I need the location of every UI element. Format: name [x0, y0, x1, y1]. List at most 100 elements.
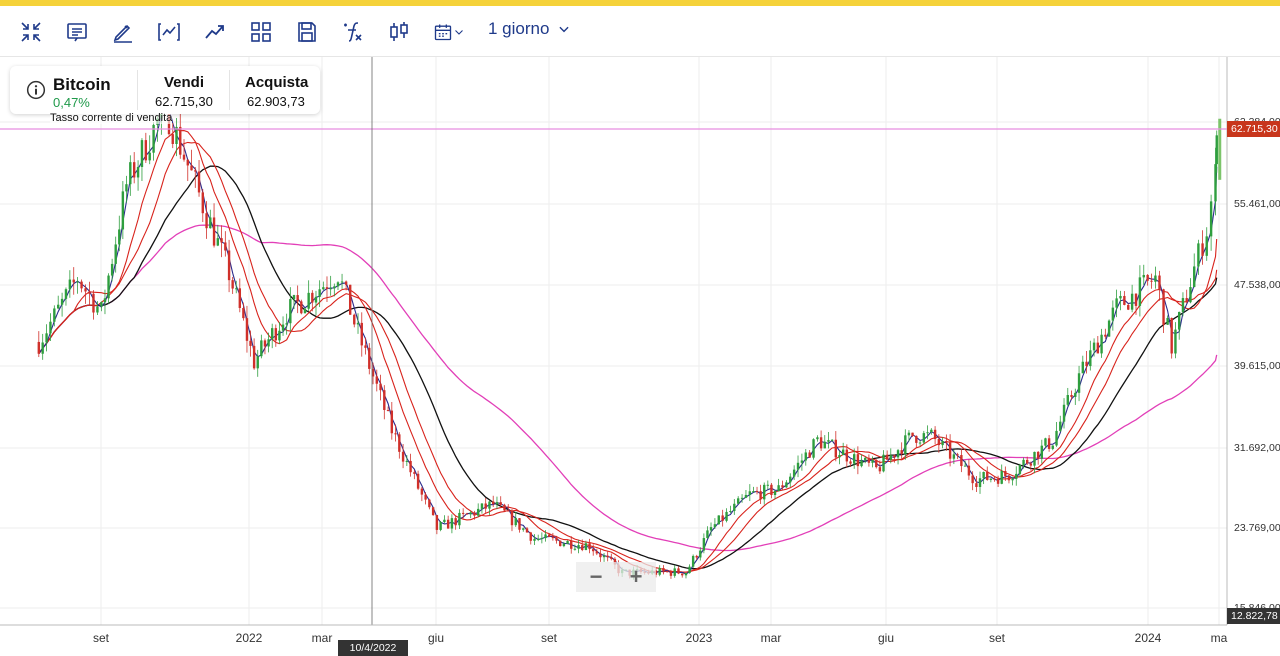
info-icon[interactable] [26, 80, 46, 100]
notes-icon[interactable] [63, 18, 91, 46]
low-price-tag: 12.822,78 [1227, 608, 1280, 624]
candle-body [960, 455, 963, 467]
buy-value[interactable]: 62.903,73 [247, 94, 305, 109]
chevron-down-icon [559, 26, 570, 33]
time-axis-label: set [92, 631, 110, 645]
candle-body [849, 461, 852, 464]
candle-body [658, 568, 661, 575]
candle-body [885, 454, 889, 460]
candle-body [37, 341, 41, 354]
candle-body [348, 284, 352, 315]
layout-grid-icon[interactable] [247, 18, 275, 46]
candle-body [249, 340, 252, 346]
candle-body [360, 322, 363, 346]
candle-body [1007, 476, 1011, 481]
time-axis-label: 2023 [685, 631, 713, 645]
candle-body [1026, 459, 1029, 464]
candle-body [1130, 293, 1134, 310]
time-axis-label: set [988, 631, 1006, 645]
candle-body [804, 452, 807, 461]
candle-body [789, 476, 792, 483]
candle-body [669, 571, 673, 576]
candle-body [503, 504, 506, 511]
candle-body [1036, 451, 1040, 459]
time-axis-label: 2024 [1134, 631, 1162, 645]
candle-body [725, 511, 728, 521]
candle-body [907, 432, 911, 436]
candle-body [45, 333, 48, 343]
line-chart-icon[interactable] [155, 18, 183, 46]
candle-body [88, 291, 91, 294]
candle-body [416, 473, 420, 489]
candle-body [1085, 361, 1088, 367]
time-axis-label: giu [877, 631, 895, 645]
candle-body [713, 524, 717, 528]
candle-body [171, 134, 174, 144]
period-selector[interactable]: 1 giorno [488, 19, 571, 39]
candle-body [375, 376, 378, 384]
candle-body [915, 435, 918, 443]
draw-icon[interactable] [109, 18, 137, 46]
candle-body [533, 538, 536, 541]
candle-body [92, 293, 95, 313]
candle-body [353, 314, 356, 325]
candle-body [759, 491, 762, 500]
candle-body [256, 356, 259, 369]
collapse-icon[interactable] [17, 18, 45, 46]
candle-body [922, 433, 926, 443]
candle-body [465, 513, 469, 515]
candle-body [1127, 304, 1130, 310]
buy-label: Acquista [245, 74, 309, 91]
candle-body [971, 475, 974, 484]
candle-body [307, 292, 310, 309]
candlestick-icon[interactable] [385, 18, 413, 46]
candle-body [480, 503, 484, 509]
sell-value[interactable]: 62.715,30 [155, 94, 213, 109]
candle-body [507, 510, 510, 512]
candle-body [573, 548, 577, 550]
candle-body [1123, 295, 1126, 305]
candle-body [744, 494, 748, 498]
candle-body [763, 484, 766, 500]
period-label: 1 giorno [488, 19, 550, 38]
candle-body [681, 573, 684, 576]
zoom-controls: − + [576, 562, 656, 592]
function-icon[interactable] [339, 18, 367, 46]
candle-body [975, 483, 978, 488]
candle-body [841, 449, 845, 456]
candle-body [68, 279, 72, 290]
candle-body [882, 454, 885, 472]
candle-body [838, 455, 841, 458]
ma-long-line [38, 224, 1218, 552]
candle-body [800, 460, 804, 463]
candle-body [60, 298, 64, 305]
candle-body [390, 410, 394, 434]
candle-body [398, 434, 401, 452]
candle-body [446, 519, 450, 529]
zoom-in-button[interactable]: + [616, 562, 656, 592]
candle-body [371, 368, 375, 377]
zoom-out-button[interactable]: − [576, 562, 616, 592]
candle-body [766, 484, 770, 486]
candle-body [263, 340, 267, 347]
candle-body [948, 442, 952, 459]
candle-body [864, 457, 867, 461]
candle-body [1177, 311, 1181, 330]
candle-body [1070, 395, 1073, 397]
candle-body [577, 545, 580, 549]
candle-body [1111, 307, 1115, 321]
save-icon[interactable] [293, 18, 321, 46]
price-axis-label: 31.692,00 [1234, 442, 1280, 454]
candle-body [1029, 463, 1033, 466]
candle-body [1004, 471, 1007, 477]
candle-body [1074, 392, 1077, 397]
current-rate-label: Tasso corrente di vendita [50, 112, 173, 124]
candle-body [1022, 459, 1025, 466]
candle-body [514, 518, 517, 526]
candle-body [325, 287, 329, 289]
trend-icon[interactable] [201, 18, 229, 46]
instrument-info-panel: Bitcoin 0,47% Vendi 62.715,30 Acquista 6… [10, 66, 320, 114]
calendar-icon[interactable] [429, 18, 469, 46]
candle-body [175, 126, 178, 144]
candle-body [1150, 280, 1153, 282]
